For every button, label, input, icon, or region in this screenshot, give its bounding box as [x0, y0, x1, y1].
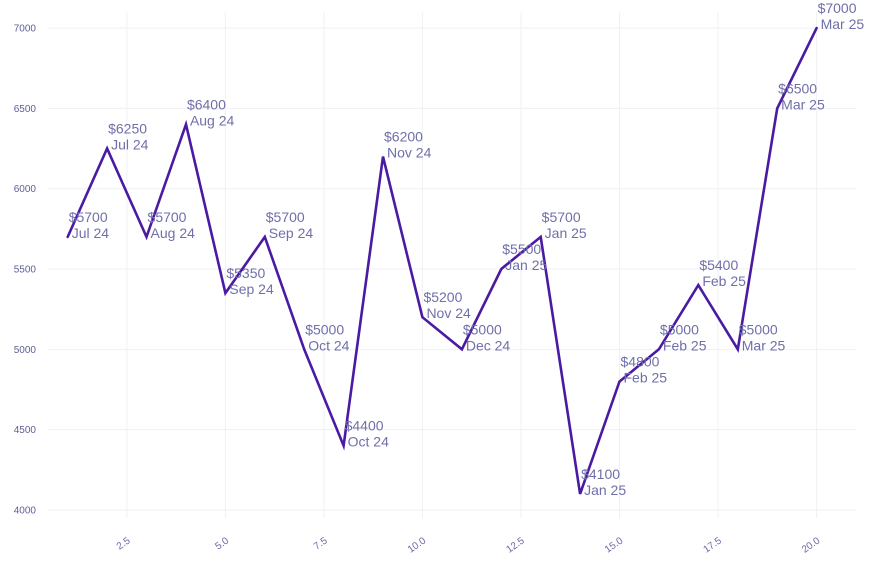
y-tick-label: 4000	[14, 505, 37, 516]
x-tick-label: 20.0	[800, 535, 823, 555]
series-line-group	[66, 26, 818, 495]
data-label-price: $5700	[266, 209, 305, 225]
x-tick-label: 10.0	[406, 535, 429, 555]
data-label-date: Mar 25	[742, 337, 786, 353]
x-tick-label: 17.5	[702, 535, 725, 555]
data-label-date: Nov 24	[426, 305, 471, 321]
x-tick-label: 12.5	[504, 535, 527, 555]
data-label-date: Feb 25	[624, 369, 668, 385]
data-label-date: Jul 24	[111, 137, 149, 153]
data-label-price: $5700	[148, 209, 187, 225]
data-label-date: Sep 24	[269, 225, 314, 241]
y-tick-label: 5000	[14, 345, 37, 356]
data-label-date: Nov 24	[387, 145, 432, 161]
x-tick-label: 5.0	[213, 535, 231, 552]
y-axis-ticks: 4000 4500 5000 5500 6000 6500 7000	[14, 24, 37, 517]
data-label-price: $5400	[699, 257, 738, 273]
x-tick-label: 2.5	[115, 535, 133, 552]
data-label-price: $4400	[345, 418, 384, 434]
data-label-price: $5700	[69, 209, 108, 225]
data-label-date: Feb 25	[663, 337, 707, 353]
data-label-price: $7000	[818, 0, 857, 16]
data-label-date: Aug 24	[190, 112, 235, 128]
data-label-date: Jan 25	[584, 482, 626, 498]
data-label-date: Mar 25	[821, 16, 865, 32]
data-label-price: $5500	[502, 241, 541, 257]
data-label-price: $5700	[542, 209, 581, 225]
data-label-price: $5200	[423, 289, 462, 305]
x-tick-label: 7.5	[312, 535, 330, 552]
x-axis-ticks: 2.5 5.0 7.5 10.0 12.5 15.0 17.5 20.0	[115, 535, 823, 555]
data-label-date: Dec 24	[466, 337, 511, 353]
data-label-price: $4100	[581, 466, 620, 482]
data-label-price: $5350	[226, 265, 265, 281]
y-tick-label: 7000	[14, 24, 37, 35]
data-label-date: Jan 25	[505, 257, 547, 273]
data-label-date: Jan 25	[545, 225, 587, 241]
data-label-date: Feb 25	[702, 273, 746, 289]
data-label-date: Aug 24	[151, 225, 196, 241]
data-label-price: $5000	[305, 321, 344, 337]
data-label-date: Oct 24	[348, 434, 389, 450]
data-label-date: Sep 24	[229, 281, 274, 297]
x-tick-label: 15.0	[603, 535, 626, 555]
data-label-price: $6250	[108, 121, 147, 137]
data-label-price: $6200	[384, 129, 423, 145]
data-label-date: Oct 24	[308, 337, 349, 353]
y-tick-label: 4500	[14, 425, 37, 436]
data-label-price: $6500	[778, 80, 817, 96]
data-label-price: $5000	[739, 321, 778, 337]
data-label-price: $5000	[660, 321, 699, 337]
data-label-price: $5000	[463, 321, 502, 337]
grid-lines	[48, 12, 856, 518]
y-tick-label: 5500	[14, 265, 37, 276]
series-line-price	[66, 26, 818, 495]
data-label-date: Mar 25	[781, 96, 825, 112]
data-label-date: Jul 24	[72, 225, 110, 241]
y-tick-label: 6000	[14, 184, 37, 195]
y-tick-label: 6500	[14, 104, 37, 115]
data-label-price: $4800	[621, 353, 660, 369]
data-label-price: $6400	[187, 96, 226, 112]
